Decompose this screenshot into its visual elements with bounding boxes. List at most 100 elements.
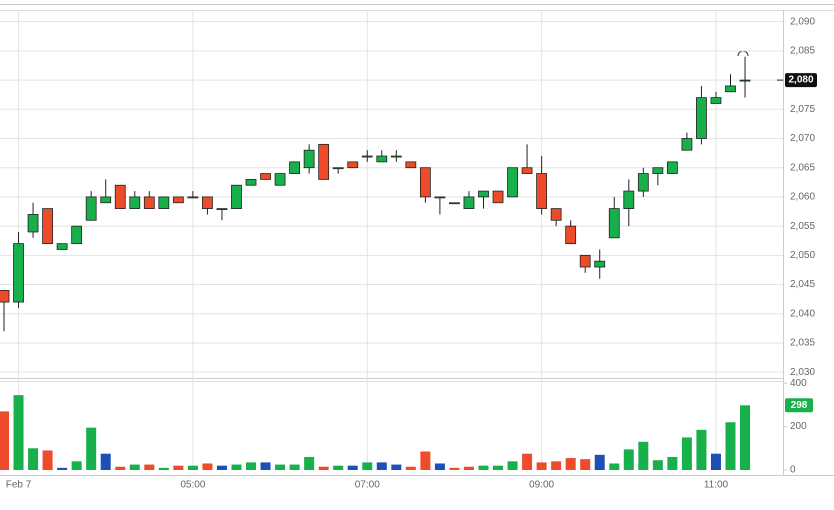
candle-body bbox=[187, 196, 199, 199]
candle-body bbox=[565, 225, 577, 245]
y-tick-label: 2,065 bbox=[790, 162, 815, 173]
candle-body bbox=[361, 155, 373, 158]
volume-bar bbox=[86, 427, 97, 470]
candle-body bbox=[318, 143, 330, 180]
candle-body bbox=[579, 254, 591, 268]
volume-bar bbox=[115, 466, 126, 470]
volume-bar bbox=[376, 462, 387, 470]
candle-body bbox=[478, 190, 489, 198]
candle-body bbox=[681, 138, 693, 151]
volume-bar bbox=[681, 437, 692, 470]
candle-body bbox=[27, 214, 39, 233]
candle-body bbox=[419, 167, 431, 198]
y-tick-label: 2,090 bbox=[790, 16, 815, 27]
candle-body bbox=[666, 161, 678, 174]
candle-body bbox=[463, 196, 475, 210]
x-tick-label: 05:00 bbox=[180, 480, 205, 491]
candle-body bbox=[594, 260, 606, 268]
candle-body bbox=[289, 161, 301, 174]
cursor-marker bbox=[737, 50, 749, 57]
candle-body bbox=[260, 173, 271, 180]
last-price-tag bbox=[785, 73, 817, 88]
volume-bar bbox=[463, 466, 474, 470]
candle-body bbox=[216, 208, 228, 211]
volume-tag bbox=[785, 398, 813, 413]
volume-bar bbox=[449, 467, 460, 470]
volume-bar bbox=[580, 459, 591, 470]
volume-bar bbox=[740, 405, 751, 470]
volume-bar bbox=[478, 465, 489, 470]
candle-body bbox=[623, 190, 635, 210]
candle-body bbox=[158, 196, 170, 210]
candle-body bbox=[608, 208, 620, 239]
volume-bar bbox=[391, 464, 402, 470]
candle-body bbox=[129, 196, 141, 210]
candle-body bbox=[332, 167, 344, 170]
volume-bar bbox=[13, 395, 24, 470]
candle-body bbox=[143, 196, 155, 210]
candle-body bbox=[536, 173, 548, 210]
volume-bar bbox=[231, 464, 242, 470]
candle-body bbox=[492, 190, 504, 204]
volume-bar bbox=[71, 461, 82, 470]
y-tick-label: 2,085 bbox=[790, 46, 815, 57]
volume-bar bbox=[710, 453, 721, 470]
candle-body bbox=[652, 167, 664, 174]
volume-bar bbox=[28, 448, 39, 470]
candle-body bbox=[376, 155, 388, 163]
y-tick-label: 2,060 bbox=[790, 192, 815, 203]
volume-bar bbox=[652, 460, 663, 470]
volume-bar bbox=[522, 453, 533, 470]
volume-bar bbox=[100, 453, 111, 470]
candle-body bbox=[449, 202, 460, 205]
volume-bar bbox=[275, 464, 286, 470]
volume-bar bbox=[187, 465, 198, 470]
volume-tag-label: 298 bbox=[791, 400, 808, 411]
candle-body bbox=[405, 161, 417, 169]
x-tick-label: Feb 7 bbox=[6, 480, 32, 491]
volume-bar bbox=[536, 462, 547, 470]
candle-body bbox=[245, 178, 257, 186]
candle-body bbox=[42, 208, 53, 245]
volume-bar bbox=[289, 464, 300, 470]
candle-body bbox=[507, 167, 518, 198]
candle-body bbox=[56, 243, 68, 250]
candle-body bbox=[390, 155, 402, 158]
candle-body bbox=[725, 85, 736, 93]
candle-body bbox=[739, 79, 751, 82]
volume-bar bbox=[434, 463, 445, 470]
volume-tick-label: 200 bbox=[790, 421, 807, 432]
y-tick-label: 2,040 bbox=[790, 308, 815, 319]
x-tick-label: 07:00 bbox=[355, 480, 380, 491]
volume-bar bbox=[158, 467, 169, 470]
x-tick-label: 11:00 bbox=[704, 480, 729, 491]
candle-body bbox=[550, 208, 562, 221]
volume-tick-label: 400 bbox=[790, 378, 807, 389]
volume-bar bbox=[246, 462, 257, 470]
volume-bar bbox=[0, 411, 9, 470]
y-tick-label: 2,075 bbox=[790, 104, 815, 115]
y-tick-label: 2,030 bbox=[790, 367, 815, 378]
candle-body bbox=[71, 225, 83, 245]
volume-bar bbox=[551, 461, 562, 470]
volume-bar bbox=[333, 465, 344, 470]
candle-body bbox=[303, 149, 315, 169]
volume-bar bbox=[405, 466, 416, 470]
volume-bar bbox=[638, 441, 649, 470]
volume-bar bbox=[129, 464, 140, 470]
candle-body bbox=[0, 289, 10, 303]
volume-bar bbox=[507, 461, 518, 470]
y-tick-label: 2,045 bbox=[790, 279, 815, 290]
y-tick-label: 2,050 bbox=[790, 250, 815, 261]
volume-bar bbox=[594, 454, 605, 470]
y-tick-label: 2,055 bbox=[790, 221, 815, 232]
volume-bar bbox=[216, 465, 227, 470]
y-tick-label: 2,070 bbox=[790, 133, 815, 144]
candle-body bbox=[100, 196, 112, 204]
volume-bar bbox=[609, 463, 620, 470]
volume-bar bbox=[696, 429, 707, 470]
volume-bar bbox=[304, 456, 315, 470]
volume-bar bbox=[565, 458, 576, 470]
volume-bar bbox=[347, 465, 358, 470]
